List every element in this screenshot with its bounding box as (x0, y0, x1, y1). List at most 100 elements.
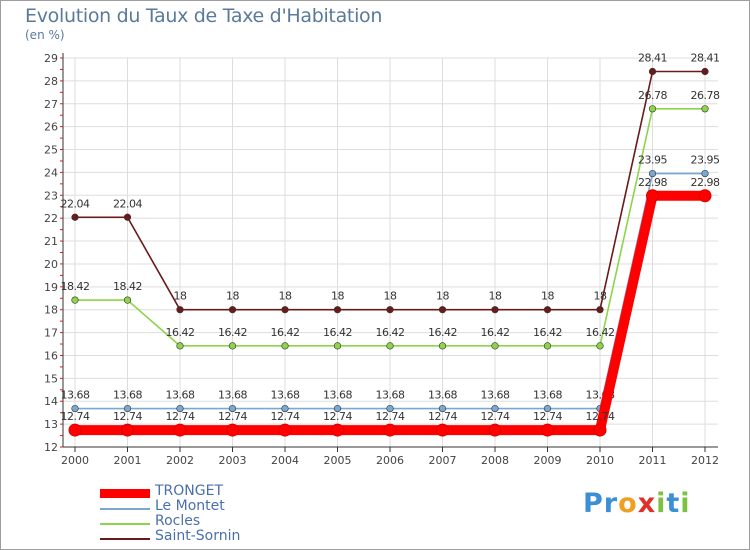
data-point (123, 296, 132, 304)
data-point (701, 67, 709, 76)
x-tick-label: 2000 (61, 454, 89, 467)
data-label: 16.42 (586, 326, 615, 339)
data-point (383, 423, 397, 437)
y-tick-label: 26 (44, 121, 58, 134)
y-unit-label: (en %) (25, 28, 65, 42)
data-point (386, 342, 394, 350)
data-point (176, 342, 184, 350)
y-tick-label: 13 (44, 418, 58, 431)
data-label: 12.74 (533, 410, 562, 423)
data-label: 13.68 (376, 389, 405, 402)
data-label: 13.68 (428, 389, 457, 402)
y-tick-label: 25 (44, 144, 58, 157)
x-tick-label: 2003 (219, 454, 247, 467)
data-point (543, 306, 552, 314)
data-label: 16.42 (533, 326, 562, 339)
data-label: 13.68 (323, 389, 352, 402)
data-label: 18 (594, 290, 607, 303)
chart-title: Evolution du Taux de Taxe d'Habitation (25, 5, 383, 27)
data-point (491, 306, 499, 314)
data-point (281, 404, 289, 413)
data-point (386, 306, 394, 314)
data-label: 13.68 (271, 389, 300, 402)
data-label: 12.74 (61, 410, 90, 423)
data-label: 18 (226, 290, 239, 303)
data-point (438, 342, 447, 350)
data-label: 16.42 (323, 326, 352, 339)
data-point (436, 423, 449, 437)
data-label: 18 (331, 290, 344, 303)
data-point (71, 404, 79, 413)
data-point (331, 423, 344, 437)
x-tick-label: 2004 (271, 454, 299, 467)
legend-swatch (100, 489, 150, 498)
data-point (278, 423, 292, 437)
data-point (488, 423, 502, 437)
data-point (176, 306, 184, 314)
data-point (71, 213, 79, 221)
x-tick-label: 2008 (481, 454, 509, 467)
data-label: 12.74 (428, 410, 457, 423)
data-point (648, 105, 657, 113)
data-point (281, 306, 289, 314)
data-point (333, 306, 342, 314)
data-label: 23.95 (691, 154, 720, 167)
x-tick-label: 2011 (639, 454, 667, 467)
y-tick-label: 12 (44, 441, 58, 454)
data-label: 18.42 (113, 280, 142, 293)
data-label: 12.74 (376, 410, 405, 423)
data-point (543, 404, 552, 413)
data-point (228, 306, 237, 314)
data-point (226, 423, 239, 437)
data-label: 18.42 (61, 280, 90, 293)
data-point (698, 189, 712, 203)
data-label: 26.78 (638, 89, 667, 102)
x-tick-label: 2009 (534, 454, 562, 467)
data-point (543, 342, 552, 350)
data-point (386, 404, 394, 413)
data-label: 16.42 (218, 326, 247, 339)
data-label: 12.74 (586, 410, 615, 423)
legend-label: Rocles (155, 513, 201, 529)
data-point (701, 105, 709, 113)
data-label: 22.04 (61, 197, 90, 210)
y-tick-label: 27 (44, 98, 58, 111)
data-point (491, 342, 499, 350)
legend-swatch (100, 523, 150, 525)
data-label: 16.42 (481, 326, 510, 339)
y-tick-label: 28 (44, 75, 58, 88)
data-label: 12.74 (166, 410, 195, 423)
data-point (68, 423, 82, 437)
x-tick-label: 2005 (324, 454, 352, 467)
data-point (333, 342, 342, 350)
y-tick-label: 16 (44, 349, 58, 362)
data-point (438, 306, 447, 314)
data-label: 28.41 (691, 52, 720, 65)
data-label: 13.68 (113, 389, 142, 402)
x-tick-label: 2006 (376, 454, 404, 467)
data-point (228, 342, 237, 350)
data-label: 13.68 (218, 389, 247, 402)
legend-label: Le Montet (155, 498, 225, 514)
data-point (121, 423, 134, 437)
y-tick-label: 22 (44, 212, 58, 225)
y-tick-label: 14 (44, 395, 58, 408)
data-point (596, 342, 604, 350)
data-point (596, 306, 604, 314)
data-point (281, 342, 289, 350)
data-point (648, 169, 657, 178)
legend-label: Saint-Sornin (155, 528, 241, 544)
data-label: 12.74 (323, 410, 352, 423)
x-tick-label: 2001 (114, 454, 142, 467)
y-tick-label: 18 (44, 304, 58, 317)
y-tick-label: 29 (44, 52, 58, 65)
data-label: 18 (279, 290, 292, 303)
data-label: 16.42 (271, 326, 300, 339)
y-tick-label: 19 (44, 281, 58, 294)
data-label: 18 (174, 290, 187, 303)
data-label: 23.95 (638, 154, 667, 167)
data-point (648, 67, 657, 76)
data-label: 22.98 (691, 176, 720, 189)
data-label: 13.68 (61, 389, 90, 402)
